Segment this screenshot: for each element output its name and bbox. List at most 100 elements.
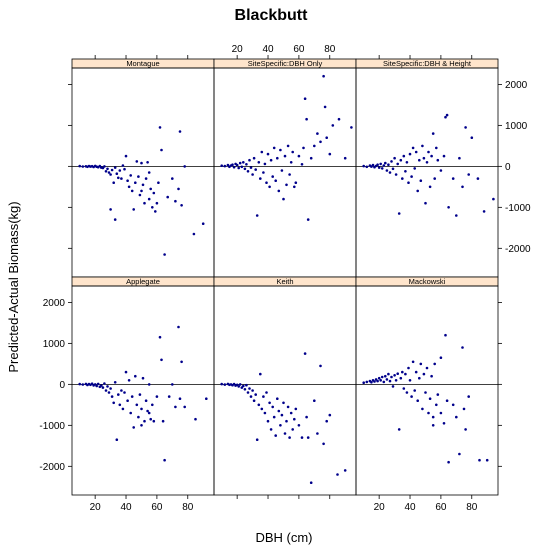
data-point xyxy=(464,428,467,431)
data-point xyxy=(362,381,366,385)
data-point xyxy=(194,417,197,421)
data-point xyxy=(113,381,117,384)
data-point xyxy=(405,161,409,164)
data-point xyxy=(444,115,447,119)
data-point xyxy=(482,210,486,213)
data-point xyxy=(319,364,322,368)
x-tick-label: 80 xyxy=(182,502,194,513)
data-point xyxy=(149,417,152,421)
data-point xyxy=(377,376,381,380)
data-point xyxy=(238,161,242,165)
chart-title: Blackbutt xyxy=(235,7,309,24)
data-point xyxy=(458,156,461,160)
data-point xyxy=(151,206,154,209)
data-point xyxy=(121,164,125,167)
data-point xyxy=(201,222,205,225)
data-point xyxy=(379,162,383,166)
data-point xyxy=(130,395,134,398)
data-point xyxy=(384,374,387,378)
data-point xyxy=(112,181,115,184)
data-point xyxy=(385,169,389,172)
data-point xyxy=(442,154,446,158)
panel-sitespecific-dbh-height: SiteSpecific:DBH & Height -2000 -1000 0 1000… xyxy=(355,55,531,278)
data-point xyxy=(455,214,458,217)
data-point xyxy=(158,126,162,129)
data-point xyxy=(160,358,163,362)
data-point xyxy=(422,156,426,160)
data-point xyxy=(370,381,373,384)
data-point xyxy=(390,375,393,379)
data-point xyxy=(431,415,435,419)
data-point xyxy=(137,415,140,419)
data-point xyxy=(294,181,298,184)
data-point xyxy=(394,173,398,176)
data-point xyxy=(117,176,120,180)
data-point xyxy=(305,117,308,121)
data-point xyxy=(387,372,390,376)
data-point xyxy=(285,419,288,423)
data-point xyxy=(371,163,375,167)
data-point xyxy=(414,370,418,374)
data-point xyxy=(397,212,401,215)
data-point xyxy=(177,187,180,191)
data-point xyxy=(373,380,376,383)
data-point xyxy=(260,407,264,411)
data-point xyxy=(447,460,450,464)
data-point xyxy=(419,362,423,366)
data-point xyxy=(251,173,254,176)
y-tick-label: -2000 xyxy=(505,244,531,255)
data-point xyxy=(300,163,304,166)
data-point xyxy=(401,177,404,180)
data-point xyxy=(272,415,276,419)
data-point xyxy=(109,387,112,390)
data-point xyxy=(180,360,183,364)
data-point xyxy=(476,177,480,180)
x-tick-label: 80 xyxy=(466,502,478,513)
y-tick-label: 1000 xyxy=(505,121,528,132)
data-point xyxy=(265,391,268,394)
data-point xyxy=(402,154,406,158)
data-point xyxy=(282,401,285,405)
data-point xyxy=(286,144,290,148)
data-point xyxy=(401,370,404,374)
data-point xyxy=(421,407,424,411)
data-point xyxy=(147,411,151,415)
data-point xyxy=(384,161,387,165)
data-point xyxy=(319,140,322,144)
data-point xyxy=(421,144,424,148)
data-point xyxy=(96,382,100,386)
data-point xyxy=(297,154,301,158)
data-point xyxy=(205,397,208,401)
data-point xyxy=(306,436,310,439)
data-point xyxy=(402,387,406,390)
data-point xyxy=(428,185,432,189)
data-point xyxy=(123,391,126,394)
data-point xyxy=(394,379,398,382)
data-point xyxy=(288,173,291,176)
data-point xyxy=(137,175,140,178)
data-point xyxy=(103,382,106,385)
data-point xyxy=(220,164,223,167)
data-point xyxy=(436,393,440,396)
data-point xyxy=(470,136,474,139)
data-point xyxy=(252,156,256,160)
data-point xyxy=(424,201,427,205)
data-point xyxy=(411,146,415,150)
data-point xyxy=(147,383,151,386)
data-point xyxy=(451,403,455,407)
data-point xyxy=(252,399,256,403)
data-point xyxy=(107,391,111,394)
data-point xyxy=(135,160,139,163)
y-tick-label: 2000 xyxy=(505,80,528,91)
data-point xyxy=(238,383,242,386)
data-point xyxy=(129,174,132,177)
data-point xyxy=(260,150,264,154)
data-point xyxy=(316,132,319,135)
data-point xyxy=(120,177,123,180)
data-point xyxy=(220,382,223,386)
data-point xyxy=(274,179,278,182)
data-point xyxy=(293,417,296,421)
data-point xyxy=(410,175,413,178)
data-point xyxy=(413,167,417,170)
data-point xyxy=(132,208,135,211)
